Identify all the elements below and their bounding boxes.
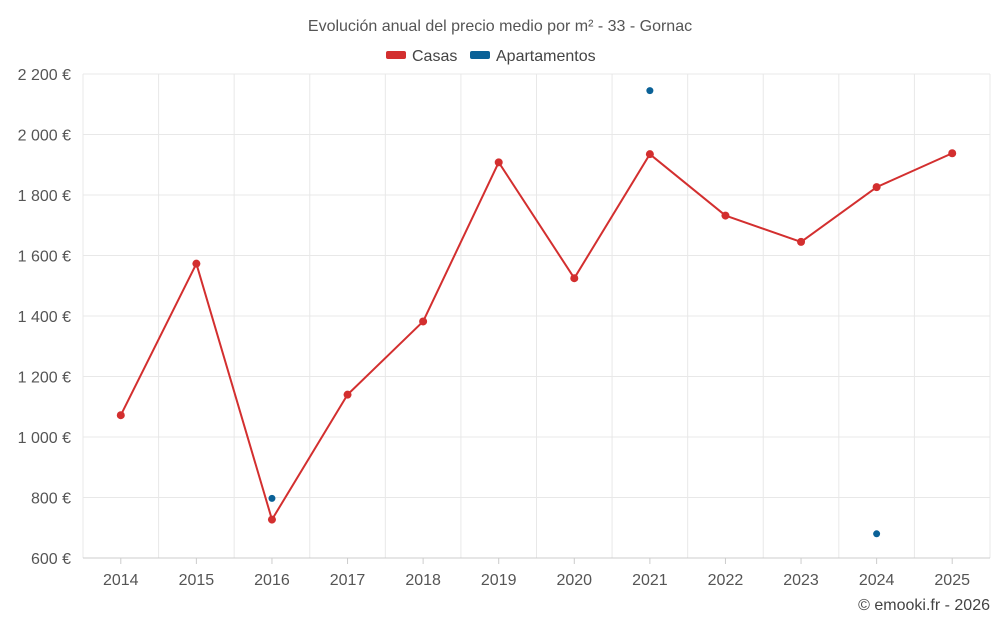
data-point-casas[interactable] [872,183,881,192]
x-tick-label: 2017 [330,572,366,589]
legend-item-apartamentos[interactable]: Apartamentos [470,48,596,65]
legend-label-casas: Casas [412,48,457,65]
credit-text: © emooki.fr - 2026 [858,597,990,614]
data-point-casas[interactable] [494,158,503,167]
y-tick-label: 600 € [31,551,71,568]
x-tick-label: 2021 [632,572,668,589]
y-tick-label: 1 000 € [18,430,71,447]
legend-item-casas[interactable]: Casas [386,48,457,65]
x-tick-label: 2022 [708,572,744,589]
data-point-apartamentos[interactable] [873,530,881,538]
y-tick-label: 1 400 € [18,309,71,326]
data-point-casas[interactable] [948,149,957,158]
y-tick-label: 1 800 € [18,188,71,205]
legend-swatch-casas [386,51,406,59]
y-tick-label: 2 200 € [18,67,71,84]
data-point-casas[interactable] [267,515,276,524]
grid [82,73,991,559]
y-tick-label: 2 000 € [18,128,71,145]
x-tick-label: 2019 [481,572,517,589]
x-tick-label: 2014 [103,572,139,589]
data-point-casas[interactable] [116,411,125,420]
data-point-casas[interactable] [570,274,579,283]
x-tick-label: 2015 [179,572,215,589]
y-tick-label: 800 € [31,491,71,508]
data-point-casas[interactable] [419,317,428,326]
y-tick-label: 1 600 € [18,249,71,266]
data-point-casas[interactable] [192,259,201,268]
data-point-casas[interactable] [721,211,730,220]
data-point-apartamentos[interactable] [646,87,654,95]
y-tick-label: 1 200 € [18,370,71,387]
data-point-casas[interactable] [343,390,352,399]
x-tick-label: 2024 [859,572,895,589]
x-tick-label: 2018 [405,572,441,589]
plot-area [116,87,957,538]
x-tick-label: 2020 [556,572,592,589]
x-tick-label: 2016 [254,572,290,589]
legend: Casas Apartamentos [386,48,596,65]
legend-label-apartamentos: Apartamentos [496,48,596,65]
x-tick-label: 2023 [783,572,819,589]
x-tick-label: 2025 [934,572,970,589]
x-axis-ticks: 2014 2015 2016 2017 2018 2019 2020 2021 2022 2023… [103,558,970,589]
data-point-casas[interactable] [645,150,654,159]
legend-swatch-apartamentos [470,51,490,59]
y-axis-ticks: 600 € 800 € 1 000 € 1 200 € 1 400 € 1 600 € 1 … [18,67,71,568]
data-point-casas[interactable] [797,237,806,246]
data-point-apartamentos[interactable] [268,494,276,502]
chart-title: Evolución anual del precio medio por m² … [308,18,692,35]
series-line-casas [119,152,953,521]
